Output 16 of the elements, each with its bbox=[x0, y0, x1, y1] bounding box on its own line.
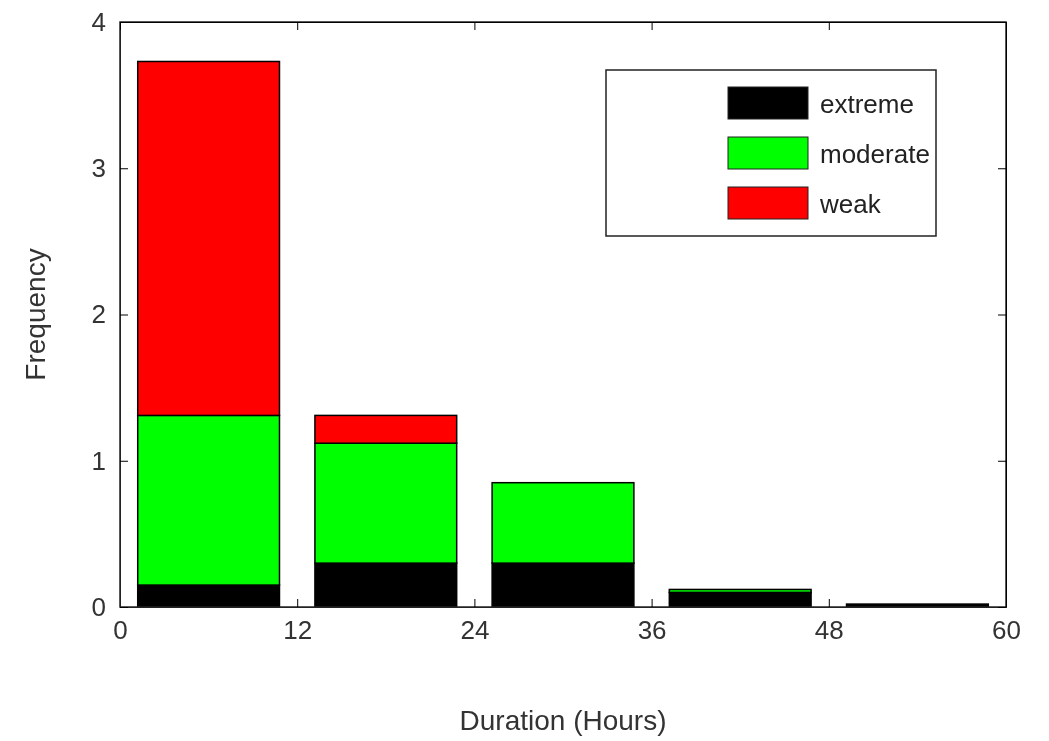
x-tick-label: 0 bbox=[113, 615, 128, 646]
y-tick-label: 2 bbox=[91, 299, 106, 330]
y-tick-label: 4 bbox=[91, 6, 106, 37]
legend-label: moderate bbox=[820, 139, 930, 169]
x-tick-label: 60 bbox=[992, 615, 1021, 646]
legend-label: extreme bbox=[820, 89, 914, 119]
x-tick-label: 36 bbox=[637, 615, 667, 646]
x-tick-label: 12 bbox=[283, 615, 313, 646]
x-tick-label: 48 bbox=[814, 615, 844, 646]
x-axis-title: Duration (Hours) bbox=[459, 705, 667, 736]
y-tick-label: 1 bbox=[91, 445, 106, 476]
y-axis-title: Frequency bbox=[20, 248, 51, 381]
x-tick-label: 24 bbox=[460, 615, 490, 646]
y-tick-label: 0 bbox=[91, 591, 106, 622]
y-tick-label: 3 bbox=[91, 153, 106, 184]
legend-label: weak bbox=[819, 189, 882, 219]
